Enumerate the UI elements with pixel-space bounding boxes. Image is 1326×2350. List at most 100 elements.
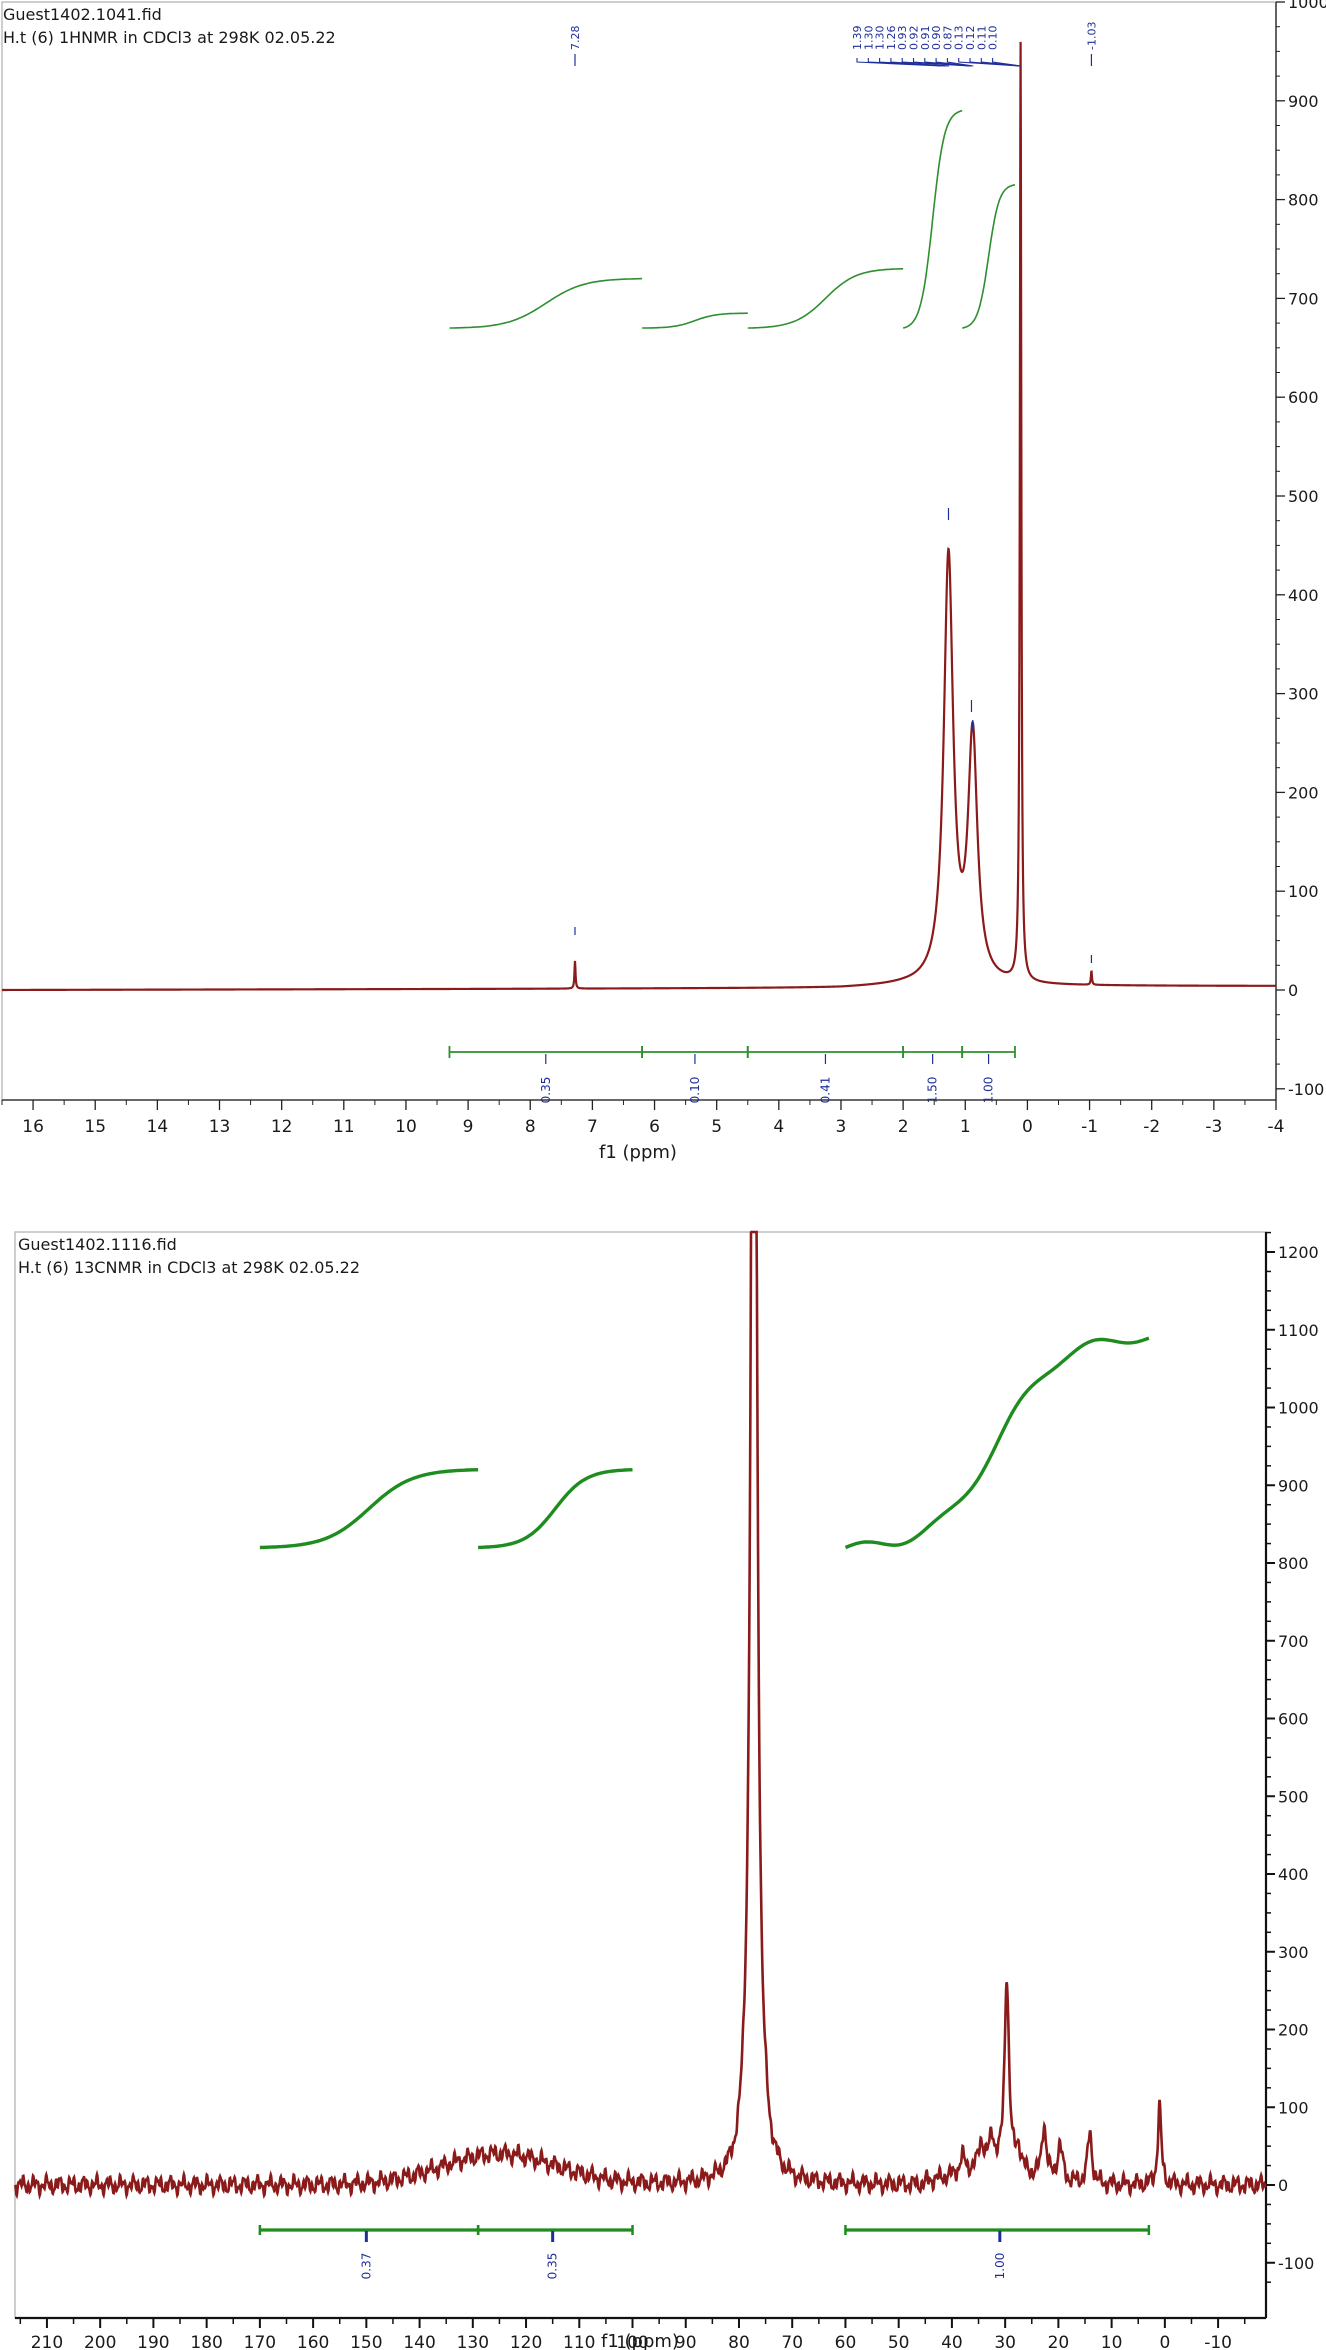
- carbon-x-tick-label: 210: [31, 2333, 63, 2350]
- proton-integral-curve-2: [642, 312, 748, 329]
- carbon-y-tick-label: 400: [1278, 1865, 1309, 1884]
- carbon-y-tick-label: 300: [1278, 1943, 1309, 1962]
- proton-x-tick-label: 12: [271, 1117, 293, 1137]
- proton-peak-label-leader: [980, 58, 1021, 67]
- proton-x-tick-label: 14: [147, 1117, 169, 1137]
- proton-y-tick-label: 100: [1288, 882, 1319, 901]
- carbon-header-line-2: H.t (6) 13CNMR in CDCl3 at 298K 02.05.22: [18, 1258, 360, 1277]
- proton-y-tick-label: 900: [1288, 92, 1319, 111]
- proton-x-tick-label: 16: [22, 1117, 44, 1137]
- carbon-y-tick-label: 600: [1278, 1710, 1309, 1729]
- proton-y-tick-label: 500: [1288, 487, 1319, 506]
- carbon-integration-value: 1.00: [993, 2253, 1007, 2280]
- proton-x-tick-label: -4: [1268, 1117, 1285, 1137]
- proton-peak-label: 0.11: [975, 26, 988, 51]
- carbon-x-tick-label: 10: [1101, 2333, 1123, 2350]
- carbon-y-tick-label: 900: [1278, 1476, 1309, 1495]
- carbon-x-tick-label: 200: [84, 2333, 116, 2350]
- proton-peak-label: -1.03: [1085, 22, 1098, 50]
- carbon-plot-area: 210 200 190 180 170 160 150 140 130 120 110 100 90 80…: [13, 1230, 1319, 2350]
- carbon-y-tick-label: 0: [1278, 2176, 1288, 2195]
- proton-peak-label: 0.10: [987, 26, 1000, 51]
- proton-integral-curve-5: [962, 184, 1016, 329]
- carbon-integration-value: 0.37: [359, 2253, 373, 2280]
- proton-x-tick-label: 0: [1022, 1117, 1033, 1137]
- carbon-x-tick-label: 120: [510, 2333, 542, 2350]
- proton-peak-label: 0.13: [953, 26, 966, 51]
- proton-plot-frame: [1, 1, 1277, 1101]
- proton-x-tick-label: 2: [898, 1117, 909, 1137]
- proton-x-tick-label: 1: [960, 1117, 971, 1137]
- proton-integration-value: 0.10: [688, 1077, 702, 1104]
- proton-y-tick-label: 800: [1288, 191, 1319, 210]
- proton-y-tick-label: 300: [1288, 685, 1319, 704]
- proton-peak-label-leader: [992, 58, 1022, 67]
- proton-x-tick-label: 8: [525, 1117, 536, 1137]
- proton-x-tick-label: -1: [1081, 1117, 1098, 1137]
- carbon-x-axis-label: f1 (ppm): [601, 2331, 679, 2350]
- carbon-x-tick-label: 140: [403, 2333, 435, 2350]
- proton-peak-label: 7.28: [569, 26, 582, 51]
- proton-integral-curve-1: [449, 277, 643, 329]
- carbon-y-tick-label: 200: [1278, 2021, 1309, 2040]
- carbon-integral-curve-1: [259, 1468, 479, 1550]
- carbon-x-tick-label: 100: [616, 2333, 648, 2350]
- carbon-x-tick-label: 190: [137, 2333, 169, 2350]
- proton-x-tick-label: 6: [649, 1117, 660, 1137]
- proton-peak-label: 0.91: [919, 26, 932, 51]
- proton-x-tick-label: 15: [84, 1117, 106, 1137]
- proton-x-tick-label: 9: [463, 1117, 474, 1137]
- proton-integral-curve-4: [902, 109, 963, 329]
- proton-header-line-1: Guest1402.1041.fid: [3, 5, 162, 24]
- proton-x-tick-label: 7: [587, 1117, 598, 1137]
- carbon-x-tick-label: -10: [1204, 2333, 1232, 2350]
- proton-y-tick-label: 0: [1288, 981, 1298, 1000]
- carbon-header-line-1: Guest1402.1116.fid: [18, 1235, 177, 1254]
- carbon-x-tick-label: 50: [888, 2333, 910, 2350]
- proton-y-tick-label: 700: [1288, 289, 1319, 308]
- proton-x-tick-label: 3: [836, 1117, 847, 1137]
- proton-x-tick-label: 4: [773, 1117, 784, 1137]
- proton-x-tick-label: 5: [711, 1117, 722, 1137]
- proton-peak-label-leader: [935, 58, 972, 67]
- carbon-x-tick-label: 130: [457, 2333, 489, 2350]
- proton-peak-label: 1.30: [874, 26, 887, 51]
- carbon-spectrum-trace: [13, 1230, 1267, 2201]
- carbon-y-tick-label: 1000: [1278, 1399, 1319, 1418]
- proton-y-tick-label: -100: [1288, 1080, 1324, 1099]
- proton-peak-label: 0.90: [930, 26, 943, 51]
- carbon-y-tick-label: 1200: [1278, 1243, 1319, 1262]
- carbon-y-tick-label: 700: [1278, 1632, 1309, 1651]
- carbon-y-tick-label: 100: [1278, 2098, 1309, 2117]
- proton-peak-label: 0.12: [964, 26, 977, 51]
- carbon-x-tick-label: 60: [835, 2333, 857, 2350]
- carbon-x-tick-label: 0: [1159, 2333, 1170, 2350]
- proton-peak-label: 0.93: [896, 26, 909, 51]
- carbon-x-tick-label: 170: [244, 2333, 276, 2350]
- proton-integration-value: 1.00: [982, 1077, 996, 1104]
- carbon-x-tick-label: 40: [941, 2333, 963, 2350]
- proton-y-tick-label: 1000: [1288, 0, 1326, 12]
- proton-x-axis-label: f1 (ppm): [599, 1142, 677, 1163]
- proton-x-tick-label: 10: [395, 1117, 417, 1137]
- carbon-y-tick-label: 500: [1278, 1787, 1309, 1806]
- proton-y-tick-label: 600: [1288, 388, 1319, 407]
- carbon-y-tick-label: 1100: [1278, 1321, 1319, 1340]
- proton-y-tick-label: 400: [1288, 586, 1319, 605]
- carbon-x-tick-label: 20: [1048, 2333, 1070, 2350]
- carbon-integration-value: 0.35: [546, 2253, 560, 2280]
- carbon-integral-curve-2: [478, 1468, 633, 1550]
- proton-peak-label: 1.39: [851, 26, 864, 51]
- carbon-x-tick-label: 180: [190, 2333, 222, 2350]
- proton-x-tick-label: -3: [1205, 1117, 1222, 1137]
- proton-header-line-2: H.t (6) 1HNMR in CDCl3 at 298K 02.05.22: [3, 28, 336, 47]
- proton-peak-label: 0.92: [908, 26, 921, 51]
- proton-peak-label: 1.30: [862, 26, 875, 51]
- proton-peak-label: 1.26: [885, 26, 898, 51]
- proton-peak-label-leader: [890, 58, 950, 67]
- proton-x-tick-label: -2: [1143, 1117, 1160, 1137]
- proton-x-tick-label: 11: [333, 1117, 355, 1137]
- proton-plot-area: 16 15 14 13 12 11 10 9 8 7 6 5 4 3 2 1 0 -1 -2 -3 -4-1000100…: [1, 0, 1326, 1137]
- carbon-plot-frame: [14, 1231, 1267, 2319]
- proton-integration-value: 1.50: [926, 1077, 940, 1104]
